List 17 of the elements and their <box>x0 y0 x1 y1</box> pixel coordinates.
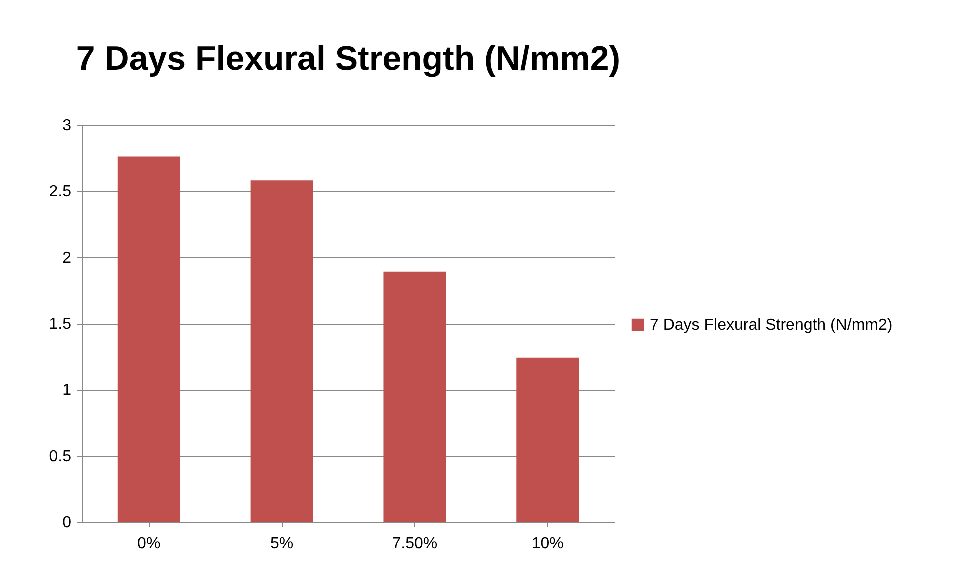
bar <box>118 156 180 522</box>
bar <box>250 180 314 522</box>
y-tick-label: 1.5 <box>49 316 72 333</box>
y-tick-label: 2.5 <box>49 184 72 201</box>
x-tick-label: 0% <box>138 536 161 552</box>
y-tick-label: 3 <box>62 118 72 134</box>
x-tick-label: 5% <box>270 536 294 552</box>
y-tick-label: 0.5 <box>49 448 72 466</box>
y-tick-label: 1 <box>62 382 72 400</box>
bar <box>516 358 580 522</box>
chart-title: 7 Days Flexural Strength (N/mm2) <box>76 40 621 78</box>
y-tick-label: 2 <box>62 250 72 267</box>
x-tick-label: 10% <box>532 536 564 552</box>
y-tick-label: 0 <box>62 514 72 532</box>
bar <box>384 272 446 522</box>
x-tick-label: 7.50% <box>392 536 438 552</box>
legend-label: 7 Days Flexural Strength (N/mm2) <box>650 317 893 334</box>
